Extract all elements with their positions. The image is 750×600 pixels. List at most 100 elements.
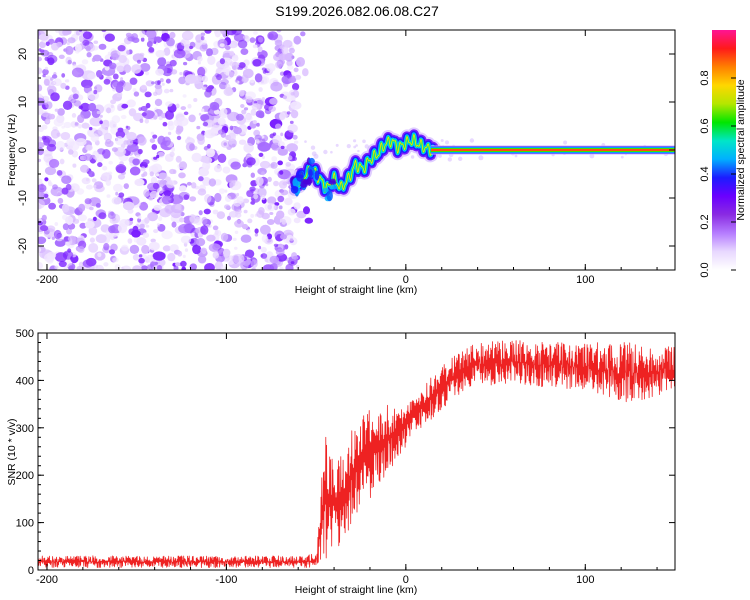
noise-speckle — [61, 203, 70, 213]
noise-speckle — [52, 184, 58, 190]
spectrogram-x-tick-label: 0 — [403, 274, 409, 286]
noise-speckle — [42, 68, 49, 76]
noise-speckle — [132, 53, 144, 62]
noise-speckle — [79, 222, 87, 229]
noise-speckle — [149, 171, 154, 177]
noise-speckle — [159, 78, 164, 83]
noise-speckle — [260, 253, 268, 259]
noise-speckle — [148, 241, 160, 251]
noise-speckle — [156, 187, 164, 194]
noise-speckle — [145, 254, 154, 263]
noise-speckle — [197, 61, 201, 65]
noise-speckle — [242, 35, 249, 40]
noise-speckle — [99, 120, 103, 125]
noise-speckle — [38, 33, 49, 41]
noise-speckle — [93, 184, 97, 189]
noise-speckle — [171, 221, 177, 228]
noise-speckle — [165, 101, 173, 107]
noise-speckle — [150, 176, 158, 185]
noise-speckle — [335, 143, 339, 147]
noise-speckle — [156, 223, 160, 227]
noise-speckle — [123, 201, 135, 211]
noise-speckle — [95, 203, 101, 208]
noise-speckle — [82, 31, 93, 40]
noise-speckle — [222, 166, 231, 174]
noise-speckle — [206, 48, 213, 57]
noise-speckle — [243, 107, 249, 111]
noise-speckle — [209, 149, 215, 154]
noise-speckle — [67, 37, 76, 44]
noise-speckle — [76, 266, 83, 270]
noise-speckle — [108, 121, 117, 129]
noise-speckle — [42, 74, 46, 78]
noise-speckle — [78, 105, 84, 110]
noise-speckle — [162, 136, 171, 147]
noise-speckle — [229, 61, 235, 67]
noise-speckle — [280, 189, 289, 196]
noise-speckle — [242, 198, 250, 204]
noise-speckle — [150, 238, 156, 243]
noise-speckle — [147, 212, 159, 222]
noise-speckle — [88, 126, 93, 131]
noise-speckle — [102, 119, 110, 125]
noise-speckle — [72, 93, 79, 100]
noise-speckle — [93, 150, 98, 155]
noise-speckle — [71, 67, 84, 78]
noise-speckle — [261, 97, 265, 101]
noise-speckle — [114, 264, 121, 270]
noise-speckle — [74, 208, 80, 215]
noise-speckle — [189, 143, 195, 151]
noise-speckle — [223, 248, 231, 257]
spectrogram-x-tick-label: -100 — [215, 274, 237, 286]
noise-speckle — [126, 143, 139, 153]
noise-speckle — [51, 74, 58, 79]
noise-speckle — [276, 30, 282, 33]
noise-speckle — [227, 215, 231, 221]
noise-speckle — [250, 79, 255, 83]
noise-speckle — [269, 255, 280, 264]
snr-x-tick-label: 0 — [403, 574, 409, 586]
noise-speckle — [40, 49, 45, 53]
noise-speckle — [202, 176, 211, 186]
noise-speckle — [48, 202, 56, 210]
noise-speckle — [277, 148, 288, 156]
noise-speckle — [153, 115, 158, 120]
noise-speckle — [223, 142, 227, 146]
noise-speckle — [63, 121, 72, 129]
noise-speckle — [38, 105, 44, 115]
noise-speckle — [286, 111, 291, 115]
noise-speckle — [260, 224, 271, 235]
noise-speckle — [183, 61, 188, 66]
noise-speckle — [240, 234, 252, 243]
noise-speckle — [234, 79, 238, 83]
noise-speckle — [102, 149, 111, 159]
noise-speckle — [204, 89, 212, 98]
signal-blob — [322, 188, 329, 193]
noise-speckle — [230, 161, 241, 170]
noise-speckle — [201, 75, 208, 83]
noise-speckle — [278, 205, 283, 210]
noise-speckle — [149, 190, 159, 199]
noise-speckle — [153, 156, 158, 160]
noise-speckle — [152, 251, 166, 261]
noise-speckle — [280, 132, 284, 137]
noise-speckle — [53, 229, 62, 240]
noise-speckle — [138, 254, 143, 258]
noise-speckle — [46, 54, 58, 64]
noise-speckle — [45, 112, 53, 121]
noise-speckle — [182, 254, 186, 259]
noise-speckle — [445, 140, 449, 145]
noise-speckle — [133, 91, 140, 97]
noise-speckle — [229, 125, 234, 131]
noise-speckle — [219, 30, 227, 35]
noise-speckle — [38, 84, 43, 92]
noise-speckle — [182, 94, 187, 98]
noise-speckle — [69, 209, 74, 214]
noise-speckle — [175, 128, 182, 135]
noise-speckle — [180, 106, 186, 111]
noise-speckle — [53, 117, 64, 127]
noise-speckle — [293, 202, 301, 210]
noise-speckle — [131, 229, 141, 238]
noise-speckle — [252, 44, 258, 49]
